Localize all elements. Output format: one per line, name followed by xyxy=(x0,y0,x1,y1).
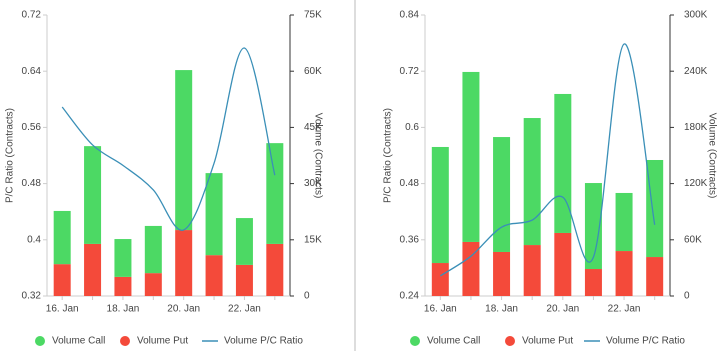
bar xyxy=(235,218,253,265)
bar xyxy=(646,257,664,296)
y2-tick-label: 60K xyxy=(304,66,322,77)
ratio-line xyxy=(439,43,656,277)
y-tick-label: 0.72 xyxy=(400,66,420,77)
y2-tick-label: 75K xyxy=(304,10,322,21)
bar xyxy=(462,241,480,296)
y2-tick-label: 180K xyxy=(684,122,708,133)
y-axis-title: P/C Ratio (Contracts) xyxy=(383,108,394,203)
y2-axis-title: Volume (Contracts) xyxy=(312,113,323,199)
bar xyxy=(175,70,193,231)
bar xyxy=(523,245,541,296)
y2-tick-label: 0 xyxy=(684,291,690,302)
bar xyxy=(84,146,102,244)
y2-tick-label: 30K xyxy=(304,178,322,189)
bar xyxy=(462,71,480,242)
bar xyxy=(266,243,284,296)
legend-symbol xyxy=(410,336,420,346)
y-tick-label: 0.48 xyxy=(400,178,420,189)
x-tick-label: 20. Jan xyxy=(167,304,200,315)
y-tick-label: 0.4 xyxy=(27,234,41,245)
bar xyxy=(84,243,102,296)
y-tick-label: 0.84 xyxy=(400,10,420,21)
bar xyxy=(266,143,284,244)
y-tick-label: 0.56 xyxy=(22,122,42,133)
legend-label: Volume Put xyxy=(522,336,573,347)
y2-tick-label: 15K xyxy=(304,234,322,245)
bar xyxy=(53,264,71,296)
bar xyxy=(144,273,162,296)
bar xyxy=(431,146,449,264)
legend-label: Volume Call xyxy=(52,336,105,347)
y-tick-label: 0.6 xyxy=(405,122,419,133)
x-tick-label: 22. Jan xyxy=(228,304,261,315)
legend-symbol xyxy=(120,336,130,346)
bar xyxy=(205,173,223,256)
bar xyxy=(431,263,449,296)
bar xyxy=(235,264,253,296)
x-tick-label: 18. Jan xyxy=(485,304,518,315)
y2-axis-title: Volume (Contracts) xyxy=(706,113,717,199)
bar xyxy=(205,255,223,296)
y-tick-label: 0.36 xyxy=(400,234,420,245)
y2-tick-label: 300K xyxy=(684,10,708,21)
bar xyxy=(114,239,132,277)
bar xyxy=(493,137,511,252)
y2-tick-label: 45K xyxy=(304,122,322,133)
legend-label: Volume Put xyxy=(137,336,188,347)
bar xyxy=(53,210,71,265)
bar xyxy=(554,232,572,296)
bar xyxy=(493,251,511,296)
x-tick-label: 16. Jan xyxy=(424,304,457,315)
x-tick-label: 16. Jan xyxy=(46,304,79,315)
bar xyxy=(144,225,162,274)
x-tick-label: 18. Jan xyxy=(107,304,140,315)
y-tick-label: 0.64 xyxy=(22,66,42,77)
ratio-line xyxy=(61,47,276,231)
y2-tick-label: 60K xyxy=(684,234,702,245)
y-tick-label: 0.48 xyxy=(22,178,42,189)
bar xyxy=(584,269,602,296)
legend-label: Volume P/C Ratio xyxy=(606,336,685,347)
x-tick-label: 22. Jan xyxy=(608,304,641,315)
bar xyxy=(615,192,633,252)
bar xyxy=(554,93,572,233)
bar xyxy=(584,183,602,270)
legend-label: Volume P/C Ratio xyxy=(224,336,303,347)
x-tick-label: 20. Jan xyxy=(546,304,579,315)
bar xyxy=(646,159,664,258)
y-axis-title: P/C Ratio (Contracts) xyxy=(5,108,16,203)
bar xyxy=(175,230,193,296)
bar xyxy=(615,251,633,296)
bar xyxy=(114,276,132,296)
y-tick-label: 0.72 xyxy=(22,10,42,21)
legend-label: Volume Call xyxy=(427,336,480,347)
y2-tick-label: 240K xyxy=(684,66,708,77)
bar xyxy=(523,118,541,246)
y2-tick-label: 0 xyxy=(304,291,310,302)
legend-symbol xyxy=(35,336,45,346)
y-tick-label: 0.32 xyxy=(22,291,42,302)
y-tick-label: 0.24 xyxy=(400,291,420,302)
y2-tick-label: 120K xyxy=(684,178,708,189)
legend-symbol xyxy=(505,336,515,346)
